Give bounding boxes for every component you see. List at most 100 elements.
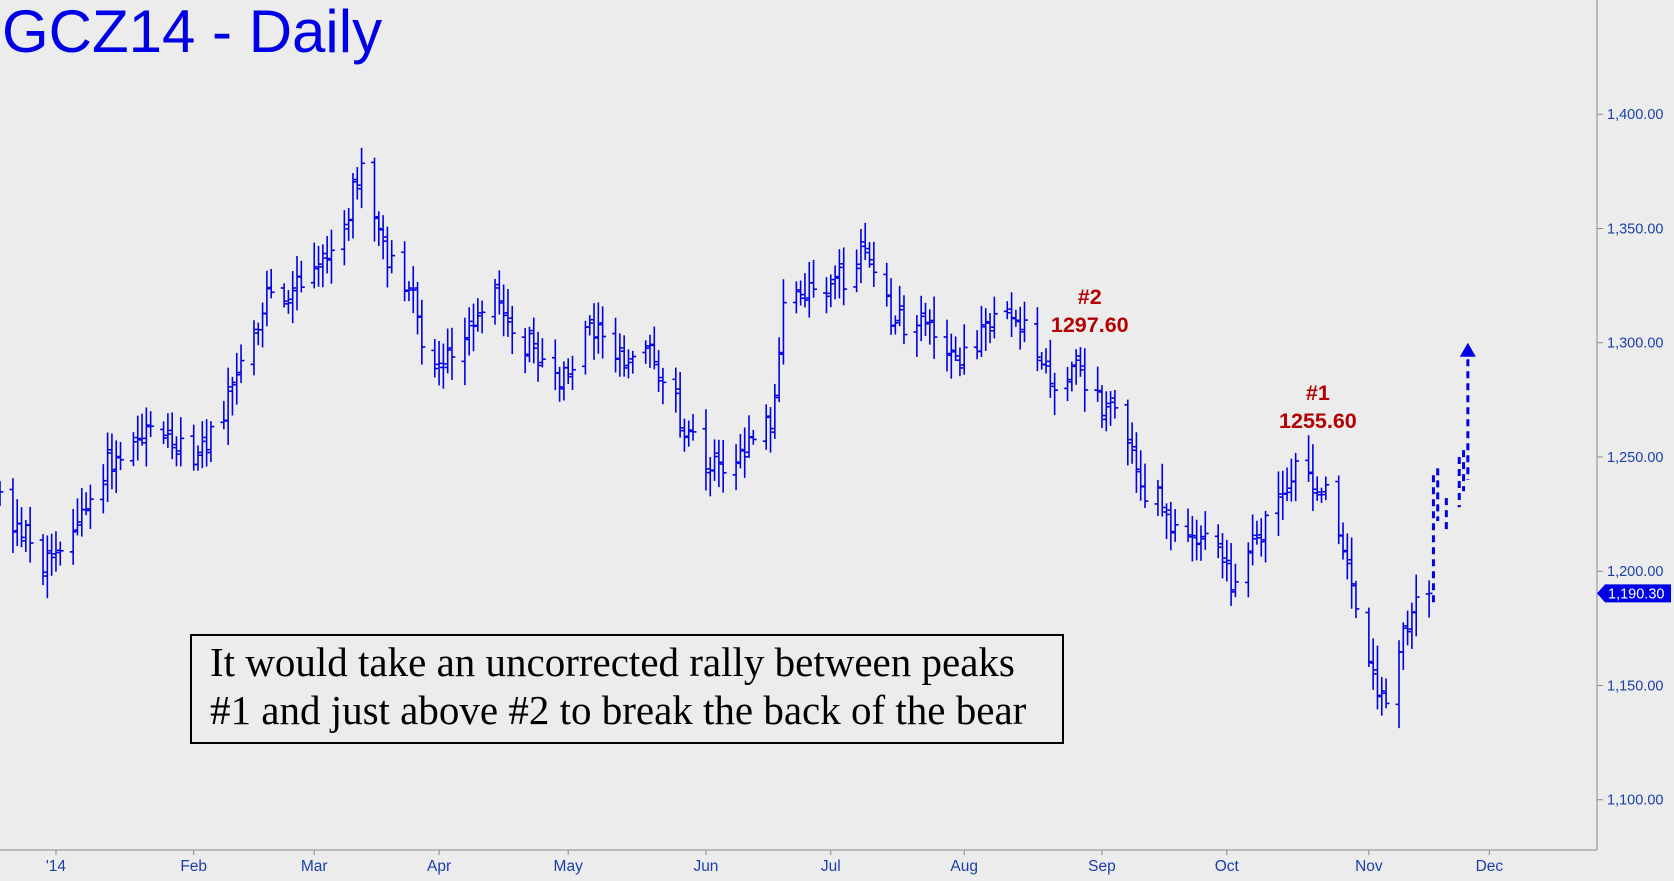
ohlc-bar — [534, 331, 542, 382]
ohlc-bar — [500, 284, 508, 337]
ohlc-bar — [86, 484, 94, 530]
peak-value: 1297.60 — [1051, 313, 1129, 337]
price-tick-label: 1,100.00 — [1607, 793, 1663, 809]
ohlc-bar — [117, 441, 124, 471]
ohlc-bar — [1335, 475, 1343, 545]
ohlc-bar — [1244, 542, 1252, 598]
ohlc-bar — [409, 266, 417, 314]
ohlc-bar — [1257, 518, 1265, 557]
time-tick-label: Jul — [821, 858, 841, 875]
ohlc-bar — [1404, 610, 1411, 646]
ohlc-bar — [1184, 508, 1192, 543]
ohlc-bar — [194, 445, 202, 471]
peak-label: #2 — [1078, 285, 1102, 309]
ohlc-bar — [1046, 339, 1054, 398]
ohlc-bar — [250, 320, 258, 376]
ohlc-bar — [138, 413, 146, 446]
peak-value: 1255.60 — [1279, 409, 1357, 433]
ohlc-bar — [564, 358, 572, 385]
ohlc-bar — [203, 419, 211, 467]
ohlc-bar — [104, 432, 112, 502]
ohlc-bar — [74, 498, 81, 536]
ohlc-bar — [431, 338, 439, 378]
peak-label: #1 — [1306, 381, 1330, 405]
ohlc-bar — [990, 296, 998, 339]
ohlc-bar — [952, 336, 960, 361]
ohlc-bar — [801, 273, 809, 308]
ohlc-bar — [328, 229, 335, 284]
ohlc-bar — [1128, 422, 1136, 464]
ohlc-bar — [913, 315, 921, 357]
ohlc-bar — [569, 355, 576, 391]
ohlc-bar — [18, 507, 25, 548]
ohlc-bar — [530, 317, 538, 364]
ohlc-bar — [896, 285, 904, 327]
commentary-line-2: #1 and just above #2 to break the back o… — [210, 687, 1027, 733]
ohlc-bar — [1008, 292, 1015, 338]
ohlc-bar — [655, 350, 663, 392]
ohlc-bar — [147, 411, 155, 438]
ohlc-bar — [706, 457, 714, 497]
ohlc-bar — [1064, 366, 1071, 402]
ohlc-bar — [676, 371, 684, 438]
last-price-tag — [1597, 584, 1671, 603]
ohlc-bar — [1287, 458, 1295, 502]
ohlc-bar — [439, 343, 447, 389]
time-tick-label: '14 — [46, 858, 67, 875]
ohlc-bar — [1214, 524, 1222, 559]
ohlc-bar — [715, 439, 723, 488]
price-axis: 1,400.00 1,350.00 1,300.00 1,250.00 1,200.00… — [1597, 107, 1663, 809]
ohlc-bar — [978, 305, 985, 358]
ohlc-bar — [142, 407, 150, 467]
ohlc-bar — [853, 249, 861, 293]
ohlc-bar — [1167, 501, 1175, 551]
ohlc-bar — [379, 215, 387, 260]
ohlc-bar — [642, 340, 650, 364]
ohlc-bar — [237, 344, 245, 384]
ohlc-bar — [168, 412, 176, 460]
ohlc-bar — [444, 328, 452, 374]
time-tick-label: Oct — [1215, 858, 1240, 875]
time-tick-label: Dec — [1476, 858, 1504, 875]
ohlc-bar — [130, 432, 137, 467]
ohlc-bar — [319, 244, 327, 288]
ohlc-bar — [1374, 645, 1381, 710]
ohlc-bar — [1369, 638, 1377, 690]
ohlc-bar — [220, 401, 228, 430]
ohlc-bar — [177, 417, 185, 467]
ohlc-bar — [207, 421, 215, 463]
ohlc-bar — [160, 421, 167, 445]
ohlc-bar — [1227, 543, 1235, 606]
ohlc-bar — [685, 420, 693, 447]
ohlc-bar — [1352, 580, 1360, 619]
ohlc-bar — [805, 261, 813, 318]
ohlc-bar — [1408, 602, 1416, 649]
price-tick-label: 1,350.00 — [1607, 221, 1663, 237]
ohlc-bar — [491, 278, 499, 325]
ohlc-bar — [1158, 463, 1166, 517]
time-axis: '14 Feb Mar Apr May Jun Jul Aug Sep Oct Nov Dec — [46, 850, 1504, 875]
ohlc-bar — [1163, 503, 1170, 540]
ohlc-bar — [1279, 470, 1287, 520]
ohlc-bar — [736, 433, 744, 469]
ohlc-bar — [599, 306, 607, 359]
commentary-box: It would take an uncorrected rally betwe… — [190, 634, 1064, 744]
ohlc-bar — [293, 255, 301, 311]
ohlc-bar — [297, 260, 305, 293]
ohlc-bar — [857, 229, 865, 284]
ohlc-bar — [917, 295, 925, 342]
time-tick-label: Aug — [950, 858, 978, 875]
ohlc-bar — [285, 290, 292, 314]
ohlc-bar — [538, 338, 546, 368]
time-tick-label: Jun — [693, 858, 718, 875]
ohlc-bar — [1038, 352, 1046, 370]
ohlc-bar — [1339, 522, 1347, 560]
ohlc-bar — [1188, 516, 1196, 562]
ohlc-bar — [26, 506, 34, 563]
ohlc-bar — [323, 236, 331, 274]
ohlc-bar — [190, 424, 198, 471]
ohlc-bar — [1034, 307, 1041, 372]
ohlc-bar — [56, 541, 64, 566]
ohlc-bar — [1003, 301, 1011, 320]
ohlc-bar — [922, 302, 929, 336]
